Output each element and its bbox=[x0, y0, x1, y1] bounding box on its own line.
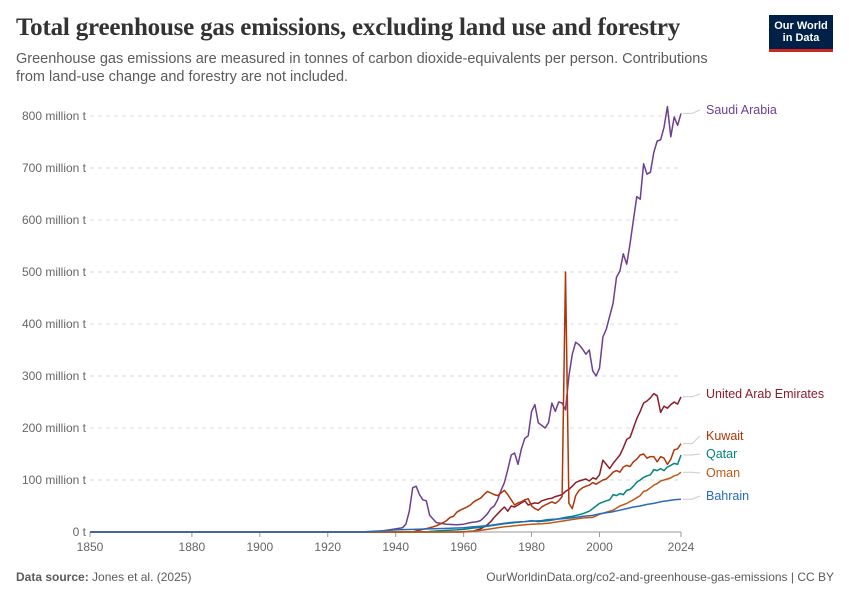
series-line-united-arab-emirates bbox=[90, 392, 682, 533]
y-tick-label: 800 million t bbox=[22, 109, 87, 123]
series-line-bahrain bbox=[90, 498, 682, 533]
x-tick-label: 1900 bbox=[246, 540, 273, 554]
x-tick-label: 1940 bbox=[382, 540, 409, 554]
y-tick-label: 100 million t bbox=[22, 473, 87, 487]
label-connector bbox=[683, 435, 701, 445]
source-label: Data source: bbox=[16, 570, 89, 584]
chart-subtitle: Greenhouse gas emissions are measured in… bbox=[16, 51, 708, 85]
label-connector bbox=[683, 453, 701, 456]
footer-url[interactable]: OurWorldinData.org/co2-and-greenhouse-ga… bbox=[486, 570, 834, 584]
label-connector bbox=[683, 495, 701, 500]
x-axis: 1850 1880 1900 1920 1940 1960 1980 2000 2024 bbox=[77, 532, 695, 554]
series-label: Saudi Arabia bbox=[706, 103, 777, 117]
label-connector bbox=[683, 393, 701, 398]
y-tick-label: 300 million t bbox=[22, 369, 87, 383]
x-tick-label: 1850 bbox=[77, 540, 104, 554]
chart-title: Total greenhouse gas emissions, excludin… bbox=[16, 14, 681, 41]
series-line-qatar bbox=[90, 454, 682, 533]
x-tick-label: 1920 bbox=[314, 540, 341, 554]
y-tick-label: 500 million t bbox=[22, 265, 87, 279]
series-line-saudi-arabia bbox=[90, 105, 682, 533]
series-label: Oman bbox=[706, 466, 740, 480]
owid-logo[interactable]: Our World in Data bbox=[769, 15, 833, 52]
logo-line-2: in Data bbox=[782, 32, 820, 44]
series-line-kuwait bbox=[90, 271, 682, 533]
y-tick-label: 600 million t bbox=[22, 213, 87, 227]
x-tick-label: 1960 bbox=[450, 540, 477, 554]
series-label: Qatar bbox=[706, 447, 737, 461]
source-text[interactable]: Jones et al. (2025) bbox=[92, 570, 192, 584]
y-tick-label: 700 million t bbox=[22, 161, 87, 175]
x-tick-label: 1880 bbox=[179, 540, 206, 554]
series-label: Bahrain bbox=[706, 489, 749, 503]
y-tick-label: 400 million t bbox=[22, 317, 87, 331]
series-labels: Saudi Arabia United Arab Emirates Kuwait Qa… bbox=[683, 103, 824, 503]
label-connector bbox=[683, 471, 701, 474]
x-tick-label: 2024 bbox=[668, 540, 695, 554]
series-line-oman bbox=[90, 471, 682, 533]
x-tick-label: 1980 bbox=[518, 540, 545, 554]
series-label: United Arab Emirates bbox=[706, 387, 824, 401]
y-tick-label: 200 million t bbox=[22, 421, 87, 435]
series-layer bbox=[90, 105, 682, 533]
y-tick-label: 0 t bbox=[73, 525, 87, 539]
series-label: Kuwait bbox=[706, 429, 744, 443]
x-tick-label: 2000 bbox=[586, 540, 613, 554]
grid-layer: 0 t 100 million t 200 million t 300 million… bbox=[22, 109, 681, 539]
label-connector bbox=[683, 109, 701, 114]
logo-line-1: Our World bbox=[774, 20, 828, 32]
footer-source: Data source: Jones et al. (2025) bbox=[16, 570, 191, 584]
